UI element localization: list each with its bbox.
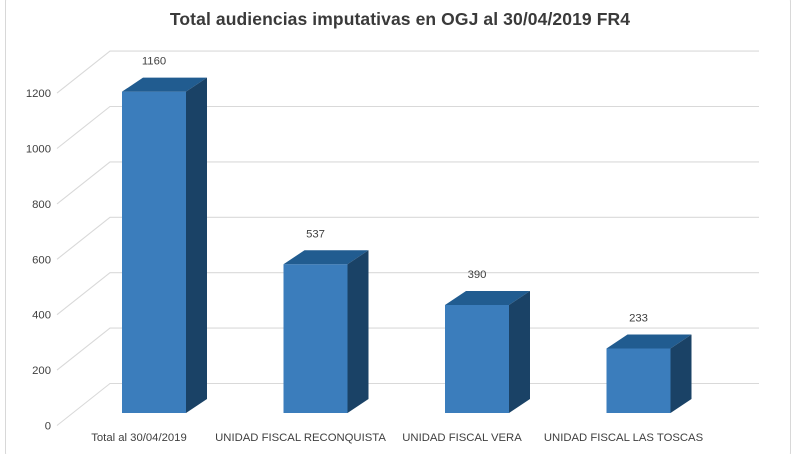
bar-top-0 xyxy=(122,77,207,92)
bar-front-1 xyxy=(283,264,348,413)
y-tick-label-400: 400 xyxy=(32,310,51,322)
bar-side-1 xyxy=(347,250,369,413)
gridline-0 xyxy=(56,382,759,426)
chart-title: Total audiencias imputativas en OGJ al 3… xyxy=(169,9,631,29)
bar-top-3 xyxy=(606,334,692,349)
y-tick-label-200: 200 xyxy=(32,365,51,377)
bar-front-3 xyxy=(606,348,671,413)
category-label-3: UNIDAD FISCAL LAS TOSCAS xyxy=(544,432,704,444)
value-label-2: 390 xyxy=(468,269,487,281)
y-tick-label-0: 0 xyxy=(45,421,51,433)
y-tick-label-800: 800 xyxy=(32,199,51,211)
gridline-400 xyxy=(56,272,759,316)
y-tick-label-600: 600 xyxy=(32,254,51,266)
bar-front-0 xyxy=(122,91,186,414)
value-label-3: 233 xyxy=(629,312,648,324)
category-label-1: UNIDAD FISCAL RECONQUISTA xyxy=(215,432,386,444)
gridline-200 xyxy=(56,327,759,371)
gridline-800 xyxy=(56,161,759,205)
bar-top-2 xyxy=(445,290,530,305)
bar-top-1 xyxy=(283,250,369,265)
bar-side-3 xyxy=(670,334,692,413)
gridline-1200 xyxy=(56,50,759,94)
category-label-0: Total al 30/04/2019 xyxy=(91,432,186,444)
y-tick-label-1000: 1000 xyxy=(26,144,51,156)
category-label-2: UNIDAD FISCAL VERA xyxy=(402,432,522,444)
bar-side-2 xyxy=(509,290,530,413)
value-label-1: 537 xyxy=(306,228,325,240)
bar-front-2 xyxy=(445,304,509,413)
value-label-0: 1160 xyxy=(142,56,166,68)
gridline-600 xyxy=(56,216,759,260)
gridline-1000 xyxy=(56,105,759,149)
bar-side-0 xyxy=(186,77,207,414)
y-tick-label-1200: 1200 xyxy=(26,88,51,100)
